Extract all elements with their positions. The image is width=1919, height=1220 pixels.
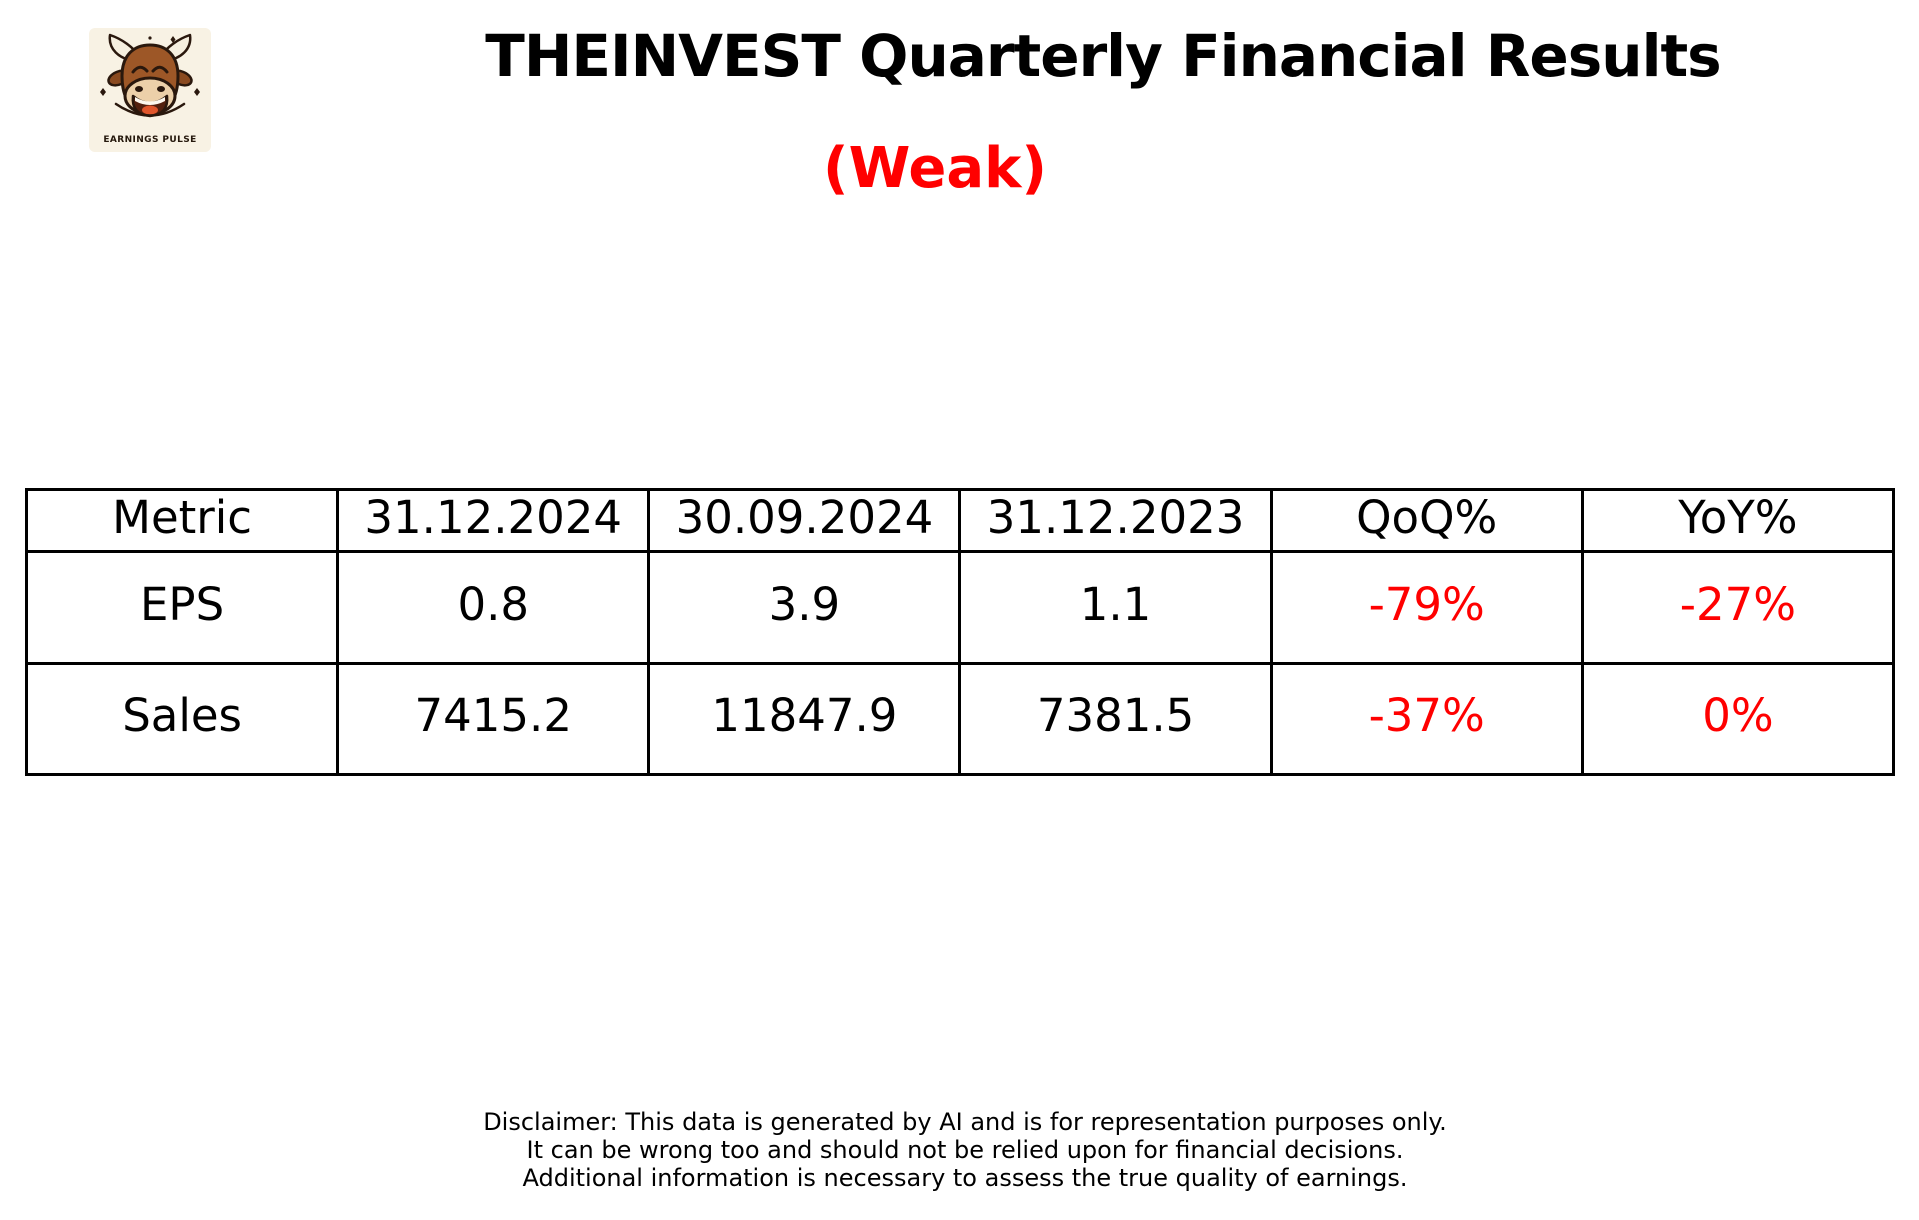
bull-mascot-icon bbox=[100, 33, 200, 118]
value-cell: 7415.2 bbox=[336, 661, 651, 776]
value-cell: 7381.5 bbox=[958, 661, 1273, 776]
col-header-q-current: 31.12.2024 bbox=[336, 488, 651, 553]
table-row-eps: EPS 0.8 3.9 1.1 -79% -27% bbox=[24, 550, 1896, 665]
col-header-qoq: QoQ% bbox=[1269, 488, 1584, 553]
value-cell: 1.1 bbox=[958, 550, 1273, 665]
disclaimer: Disclaimer: This data is generated by AI… bbox=[483, 1108, 1447, 1192]
disclaimer-line: It can be wrong too and should not be re… bbox=[526, 1136, 1404, 1164]
logo-caption: EARNINGS PULSE bbox=[103, 135, 197, 145]
table-row-sales: Sales 7415.2 11847.9 7381.5 -37% 0% bbox=[24, 661, 1896, 776]
disclaimer-line: Disclaimer: This data is generated by AI… bbox=[483, 1108, 1447, 1136]
verdict-label: (Weak) bbox=[823, 136, 1047, 201]
qoq-change-cell: -37% bbox=[1269, 661, 1584, 776]
yoy-change-cell: 0% bbox=[1580, 661, 1896, 776]
table-header-row: Metric 31.12.2024 30.09.2024 31.12.2023 … bbox=[24, 488, 1896, 553]
value-cell: 3.9 bbox=[647, 550, 962, 665]
col-header-yoy: YoY% bbox=[1580, 488, 1896, 553]
col-header-q-yearago: 31.12.2023 bbox=[958, 488, 1273, 553]
yoy-change-cell: -27% bbox=[1580, 550, 1896, 665]
page-title: THEINVEST Quarterly Financial Results bbox=[485, 22, 1721, 90]
disclaimer-line: Additional information is necessary to a… bbox=[522, 1164, 1408, 1192]
col-header-q-previous: 30.09.2024 bbox=[647, 488, 962, 553]
earnings-pulse-logo: EARNINGS PULSE bbox=[89, 28, 211, 152]
metric-label: Sales bbox=[24, 661, 340, 776]
value-cell: 0.8 bbox=[336, 550, 651, 665]
value-cell: 11847.9 bbox=[647, 661, 962, 776]
metric-label: EPS bbox=[24, 550, 340, 665]
qoq-change-cell: -79% bbox=[1269, 550, 1584, 665]
col-header-metric: Metric bbox=[24, 488, 340, 553]
quarterly-results-table: Metric 31.12.2024 30.09.2024 31.12.2023 … bbox=[24, 488, 1896, 776]
